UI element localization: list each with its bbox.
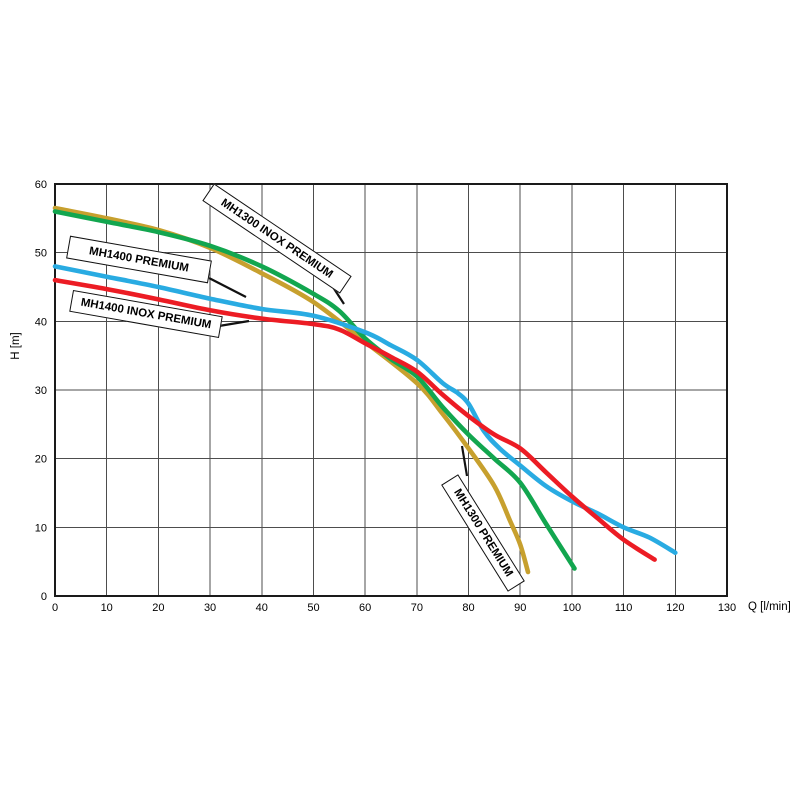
x-tick-label: 70 [411, 602, 423, 614]
x-tick-label: 80 [462, 602, 474, 614]
y-tick-label: 10 [35, 522, 47, 534]
leader-line-mh1300-premium [460, 445, 469, 477]
y-tick-label: 60 [35, 179, 47, 191]
y-tick-label: 40 [35, 316, 47, 328]
x-tick-label: 90 [514, 602, 526, 614]
plot-border [54, 183, 728, 597]
x-tick-label: 120 [666, 602, 684, 614]
x-tick-label: 50 [307, 602, 319, 614]
x-tick-label: 0 [52, 602, 58, 614]
x-tick-label: 100 [563, 602, 581, 614]
y-tick-label: 20 [35, 454, 47, 466]
y-tick-label: 50 [35, 248, 47, 260]
x-tick-label: 10 [101, 602, 113, 614]
x-axis-title: Q [l/min] [748, 601, 791, 613]
x-tick-label: 130 [718, 602, 736, 614]
y-tick-label: 0 [41, 591, 47, 603]
leader-line-mh1400-premium [208, 277, 247, 298]
x-tick-label: 30 [204, 602, 216, 614]
x-tick-label: 40 [256, 602, 268, 614]
x-tick-label: 20 [152, 602, 164, 614]
curve-mh1400-inox-premium [52, 277, 657, 562]
leader-line-mh1400-inox-premium [218, 319, 250, 328]
x-tick-label: 60 [359, 602, 371, 614]
x-tick-label: 110 [615, 602, 633, 614]
y-axis-title: H [m] [10, 332, 22, 360]
y-tick-label: 30 [35, 385, 47, 397]
